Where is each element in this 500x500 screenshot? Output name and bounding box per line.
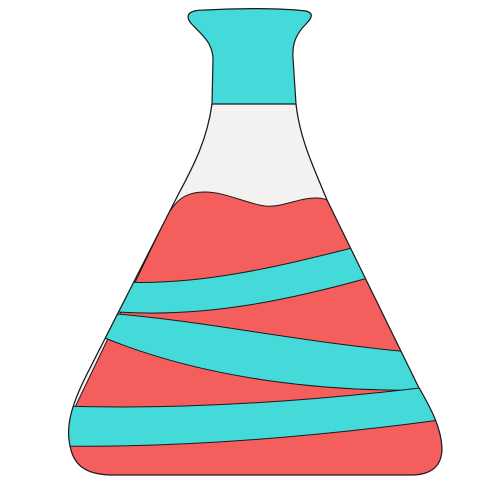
flask-outline (67, 103, 443, 476)
flask-neck-stopper (187, 8, 312, 105)
